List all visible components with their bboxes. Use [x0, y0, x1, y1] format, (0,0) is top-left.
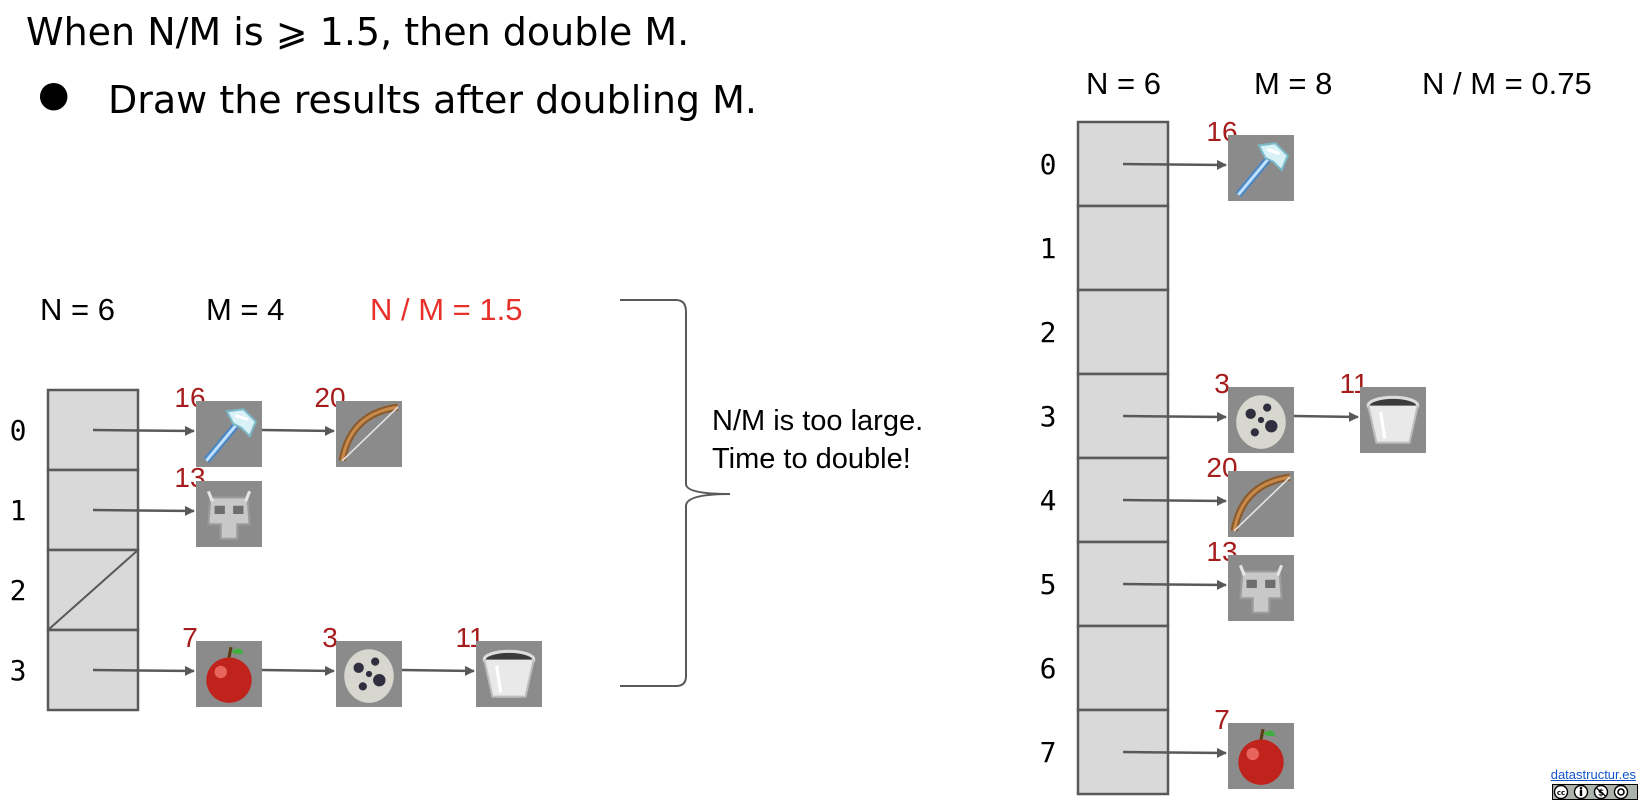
right-n-label: N = 6	[1086, 66, 1161, 101]
right-bucket-6	[1076, 624, 1170, 712]
right-index-0: 0	[1040, 148, 1057, 181]
svg-text:cc: cc	[1557, 789, 1565, 797]
resize-note-line2: Time to double!	[712, 443, 911, 475]
left-index-1: 1	[10, 494, 27, 527]
right-index-1: 1	[1040, 232, 1057, 265]
left-arrow-0-0	[92, 425, 195, 436]
apple-icon	[1228, 723, 1294, 789]
left-m-label: M = 4	[206, 292, 285, 327]
left-key-3-1: 3	[322, 622, 338, 653]
left-arrow-3-0	[92, 665, 195, 676]
right-index-3: 3	[1040, 400, 1057, 433]
right-bucket-2	[1076, 288, 1170, 376]
right-index-4: 4	[1040, 484, 1057, 517]
left-arrow-1-0	[92, 505, 195, 516]
svg-text:$: $	[1598, 789, 1604, 799]
right-key-7-0: 7	[1214, 704, 1230, 735]
right-arrow-0-0	[1122, 159, 1227, 170]
right-arrow-5-0	[1122, 579, 1227, 590]
right-index-6: 6	[1040, 652, 1057, 685]
curly-brace	[620, 299, 731, 687]
slide-title: When N/M is ⩾ 1.5, then double M.	[26, 10, 690, 54]
right-arrow-4-0	[1122, 495, 1227, 506]
axe-icon	[1228, 135, 1294, 201]
right-bucket-1	[1076, 204, 1170, 292]
bullet-text: Draw the results after doubling M.	[108, 78, 757, 122]
right-arrow-3-1	[1293, 411, 1359, 422]
right-index-5: 5	[1040, 568, 1057, 601]
left-arrow-0-1	[261, 425, 335, 436]
left-n-label: N = 6	[40, 292, 115, 327]
right-ratio-label: N / M = 0.75	[1422, 66, 1592, 101]
resize-note-line1: N/M is too large.	[712, 405, 924, 437]
credit-link[interactable]: datastructur.es	[1550, 767, 1636, 782]
right-arrow-3-0	[1122, 411, 1227, 422]
bullet-dot-icon: ●	[38, 74, 70, 115]
left-index-0: 0	[10, 414, 27, 447]
bow-icon	[336, 401, 402, 467]
left-null-slash-2	[47, 549, 139, 631]
left-arrow-3-2	[401, 665, 475, 676]
right-index-7: 7	[1040, 736, 1057, 769]
left-index-2: 2	[10, 574, 27, 607]
resize-note: N/M is too large. Time to double!	[712, 402, 923, 478]
bow-icon	[1228, 471, 1294, 537]
helmet-icon	[196, 481, 262, 547]
egg-icon	[336, 641, 402, 707]
right-key-3-0: 3	[1214, 368, 1230, 399]
apple-icon	[196, 641, 262, 707]
left-key-3-0: 7	[182, 622, 198, 653]
left-index-3: 3	[10, 654, 27, 687]
left-arrow-3-1	[261, 665, 335, 676]
cc-by-nc-sa-icon: cc $	[1552, 784, 1638, 800]
right-index-2: 2	[1040, 316, 1057, 349]
left-ratio-label: N / M = 1.5	[370, 292, 523, 327]
egg-icon	[1228, 387, 1294, 453]
bucket-icon	[1360, 387, 1426, 453]
bucket-icon	[476, 641, 542, 707]
right-m-label: M = 8	[1254, 66, 1333, 101]
axe-icon	[196, 401, 262, 467]
right-arrow-7-0	[1122, 747, 1227, 758]
helmet-icon	[1228, 555, 1294, 621]
